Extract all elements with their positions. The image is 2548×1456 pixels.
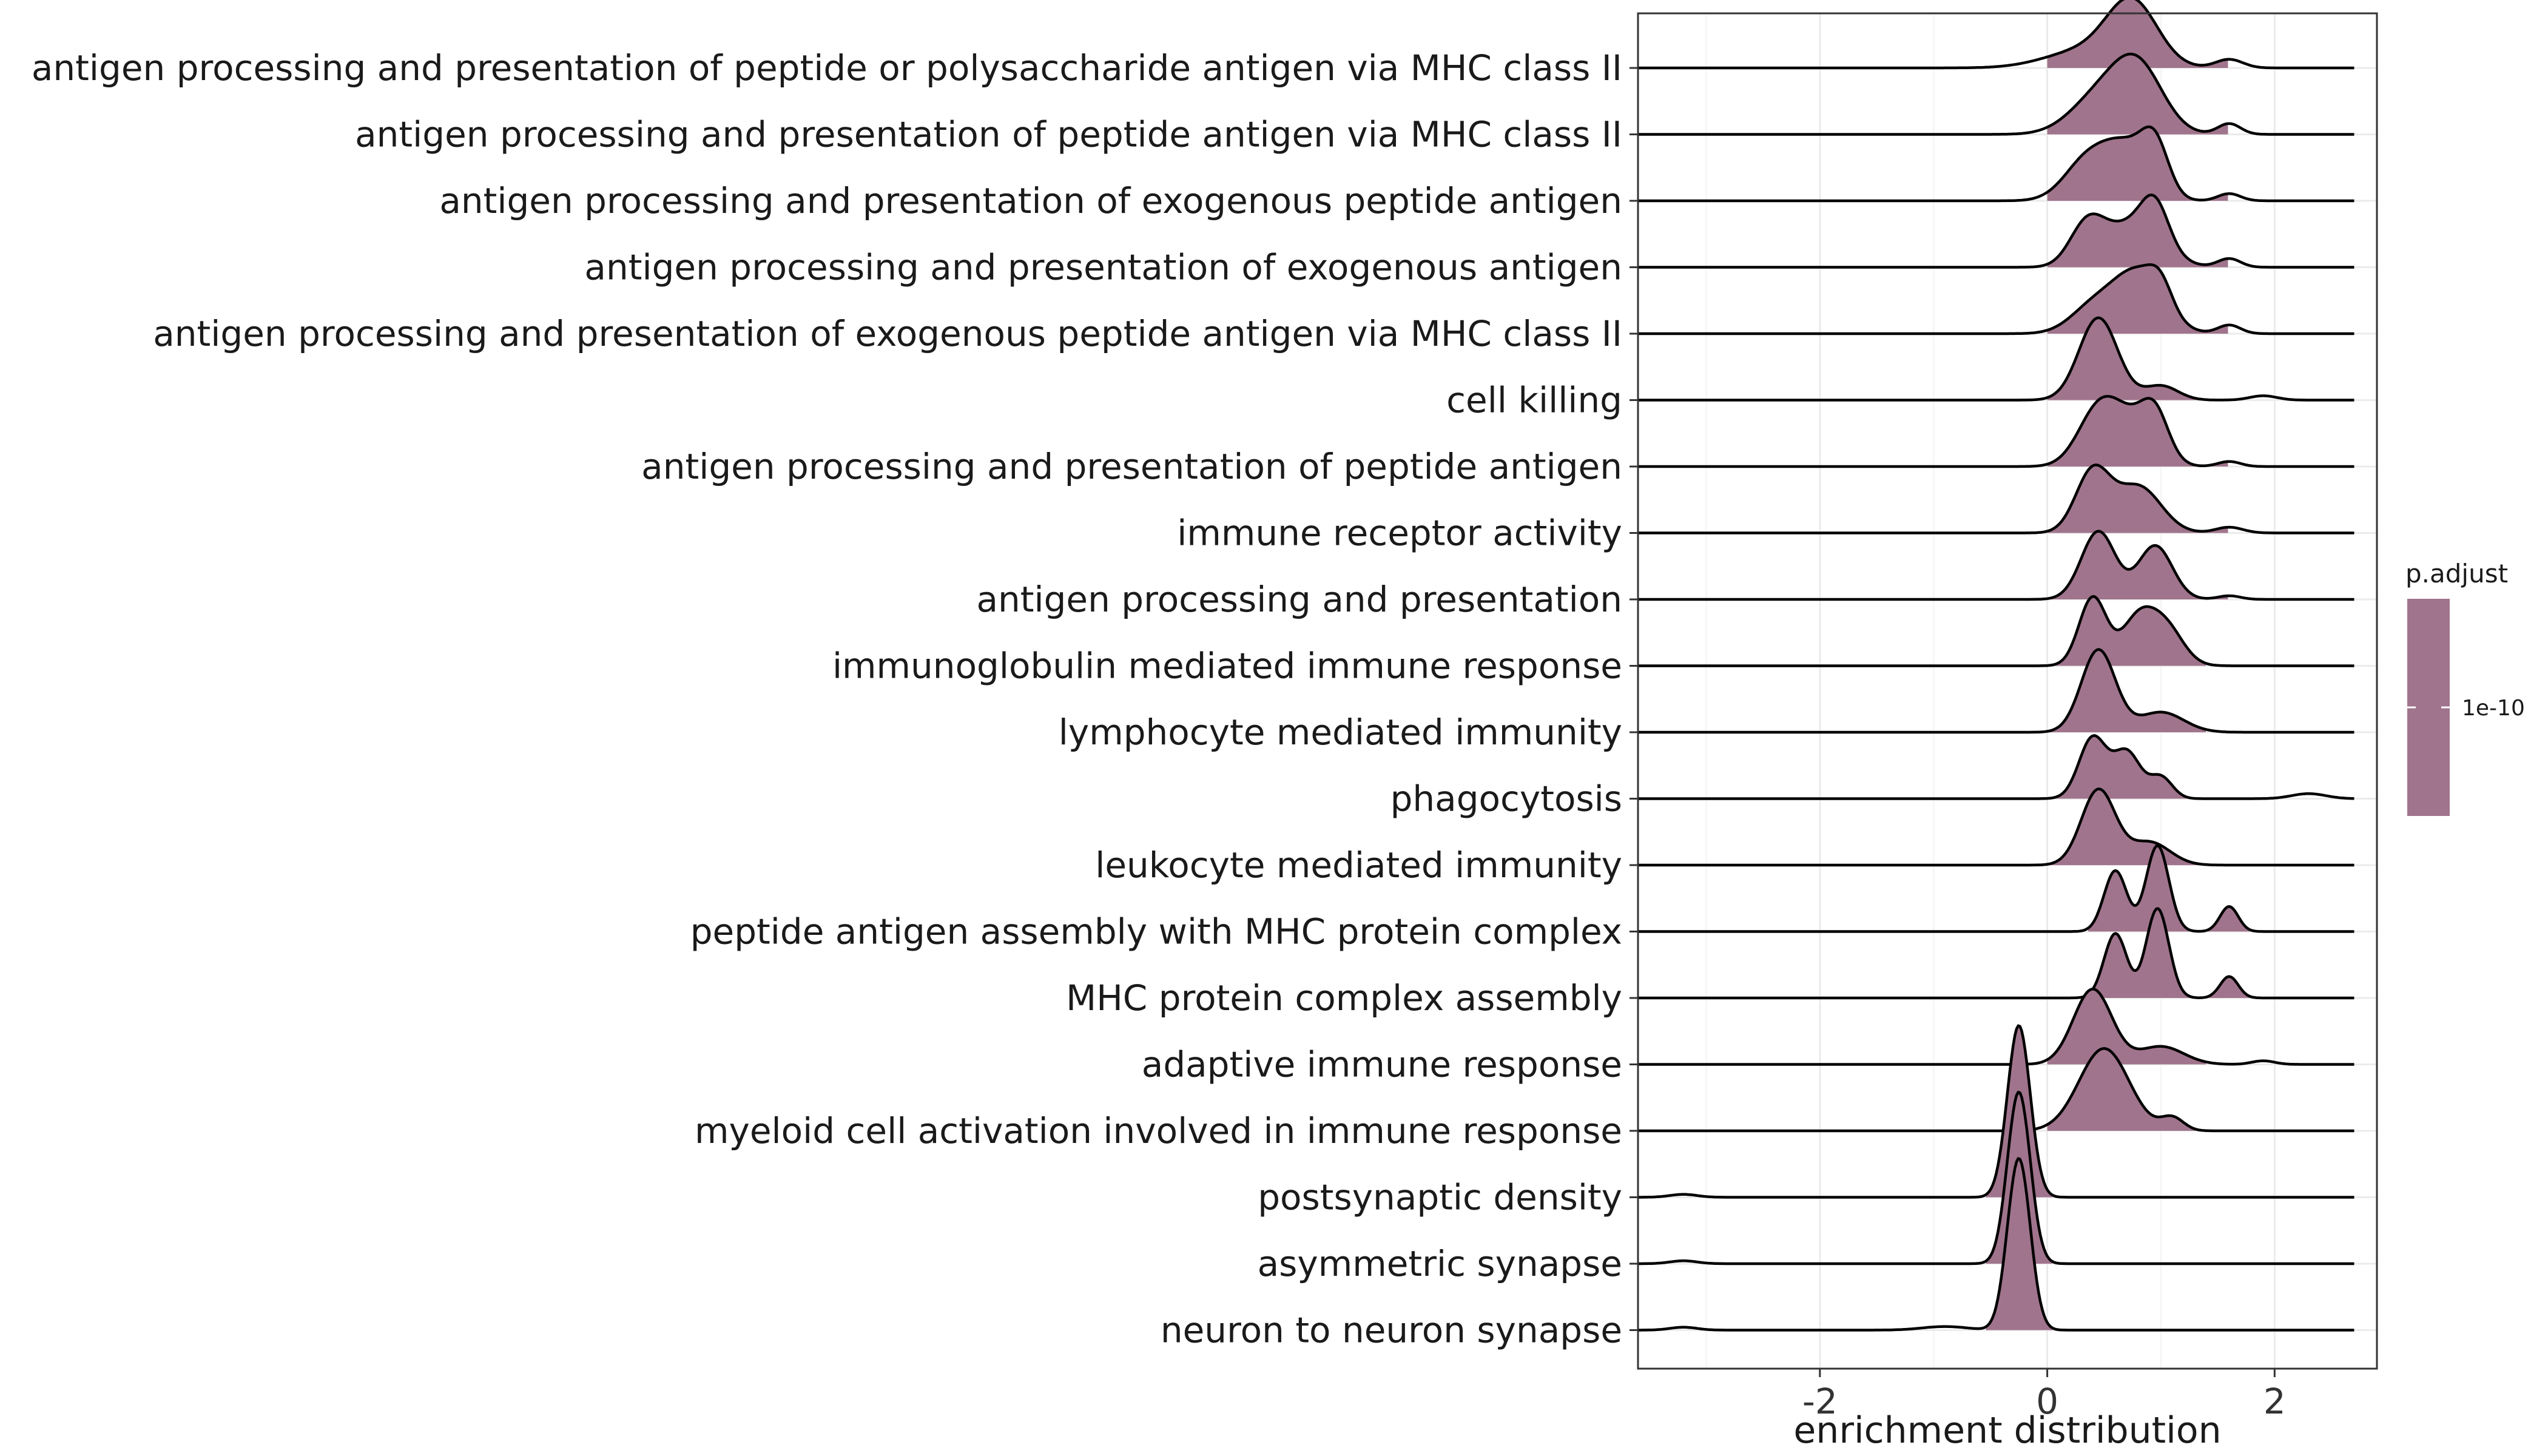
ridge-line	[1638, 1047, 2354, 1133]
category-label: neuron to neuron synapse	[1161, 1310, 1622, 1351]
ridge-fill	[2047, 127, 2228, 201]
ridge-fill	[2047, 1048, 2206, 1131]
ridge-line	[1638, 1090, 2354, 1266]
x-tick-label: -2	[1802, 1381, 1838, 1422]
category-label: leukocyte mediated immunity	[1095, 844, 1622, 886]
ridge-line	[1638, 907, 2354, 1000]
ridge-fill	[1986, 1158, 2052, 1330]
ridge-line	[1638, 463, 2354, 534]
category-label: cell killing	[1446, 380, 1622, 421]
ridge-fill	[2047, 735, 2206, 799]
category-labels: antigen processing and presentation of p…	[32, 47, 1638, 1351]
ridge-line	[1638, 1157, 2354, 1332]
ridge-line	[1638, 844, 2354, 933]
ridge-line	[1638, 194, 2354, 269]
ridge-fill	[2047, 265, 2228, 334]
ridge-fill	[2047, 465, 2228, 533]
legend-tick-label: 1e-10	[2462, 696, 2525, 721]
category-label: immune receptor activity	[1177, 513, 1622, 554]
legend-title: p.adjust	[2405, 559, 2508, 588]
ridge-layer	[1638, 0, 2354, 1332]
plot-panel-border	[1637, 12, 2378, 1370]
ridge-line	[1638, 787, 2354, 867]
category-label: immunoglobulin mediated immune response	[832, 645, 1622, 687]
ridge-line	[1638, 0, 2354, 70]
category-label: phagocytosis	[1390, 778, 1622, 820]
ridge-line	[1638, 734, 2354, 800]
ridge-line	[1638, 52, 2354, 136]
category-label: postsynaptic density	[1258, 1177, 1622, 1218]
category-label: antigen processing and presentation of e…	[153, 313, 1622, 354]
ridge-line	[1638, 648, 2354, 734]
ridge-fill	[2088, 846, 2251, 932]
x-axis-ticks: -2 0 2	[1802, 1369, 2286, 1422]
category-label: antigen processing and presentation of e…	[584, 247, 1622, 288]
category-label: antigen processing and presentation	[976, 579, 1622, 620]
category-label: asymmetric synapse	[1258, 1243, 1622, 1284]
category-label: antigen processing and presentation of e…	[439, 180, 1622, 221]
ridge-fill	[2047, 317, 2228, 400]
ridge-line	[1638, 395, 2354, 468]
ridge-line	[1638, 595, 2354, 667]
ridge-line	[1638, 263, 2354, 335]
ridge-line	[1638, 530, 2354, 601]
x-tick-label: 0	[2036, 1381, 2058, 1422]
ridge-fill	[2047, 396, 2228, 467]
legend: p.adjust 1e-10	[2405, 559, 2525, 816]
ridge-line	[1638, 988, 2354, 1066]
category-label: antigen processing and presentation of p…	[32, 47, 1622, 89]
ridge-line	[1638, 316, 2354, 402]
category-label: MHC protein complex assembly	[1066, 977, 1622, 1019]
x-tick-label: 2	[2263, 1381, 2286, 1422]
ridge-line	[1638, 1024, 2354, 1199]
category-label: antigen processing and presentation of p…	[641, 446, 1622, 487]
category-label: adaptive immune response	[1142, 1044, 1622, 1085]
ridge-fill	[2088, 908, 2251, 998]
category-label: myeloid cell activation involved in immu…	[695, 1110, 1622, 1151]
ridge-fill	[2047, 54, 2228, 135]
category-label: lymphocyte mediated immunity	[1059, 712, 1622, 753]
x-axis-title: enrichment distribution	[1793, 1409, 2221, 1452]
ridge-fill	[2047, 531, 2228, 599]
ridge-fill	[2047, 596, 2206, 666]
ridge-fill	[2047, 989, 2206, 1065]
ridge-fill	[2047, 0, 2228, 68]
ridge-fill	[2047, 195, 2228, 268]
category-label: antigen processing and presentation of p…	[355, 114, 1622, 155]
ridge-line	[1638, 125, 2354, 203]
category-label: peptide antigen assembly with MHC protei…	[690, 911, 1622, 952]
